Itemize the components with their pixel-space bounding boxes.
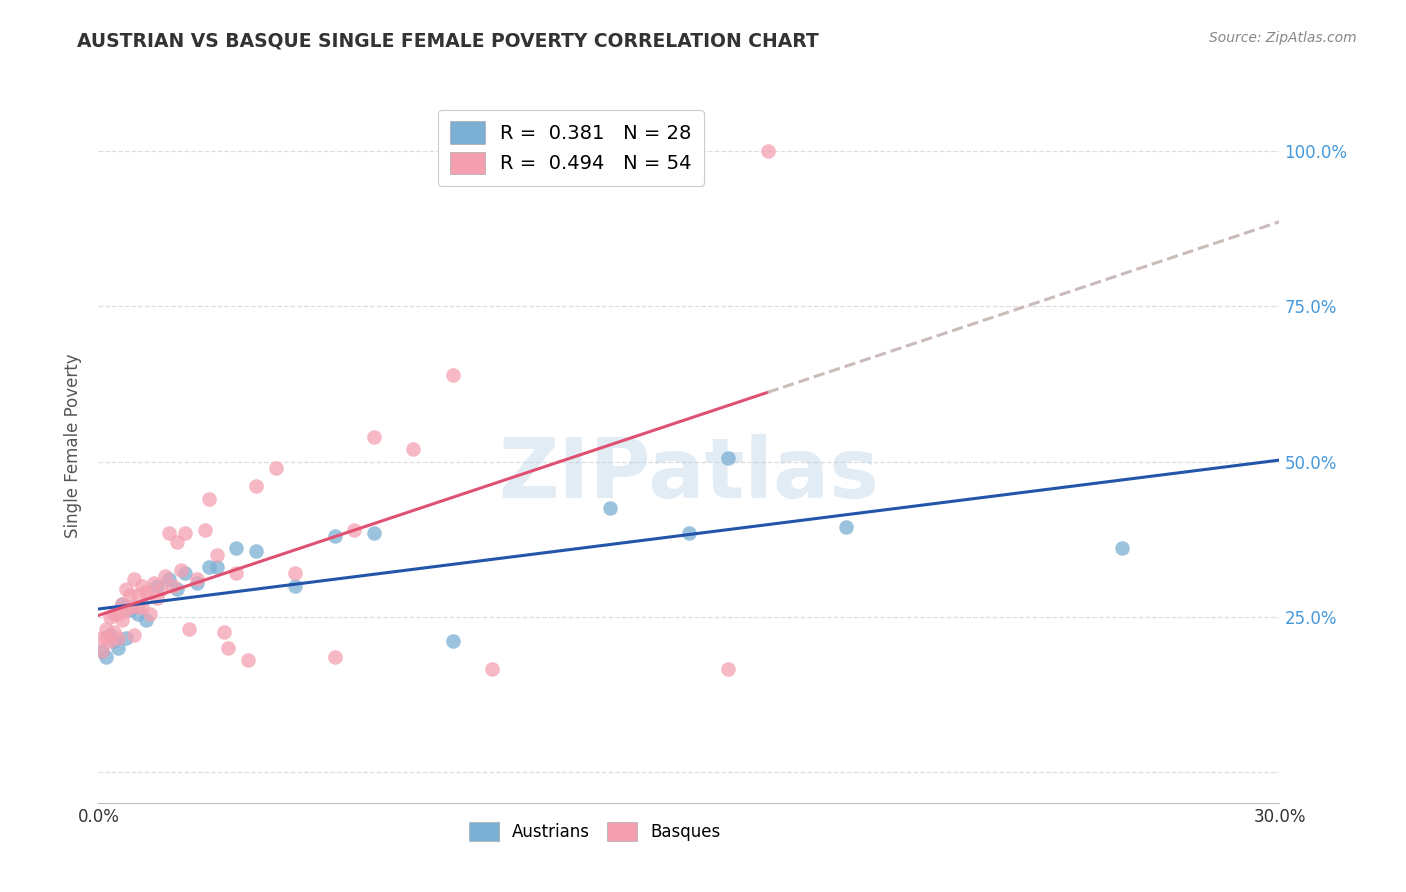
Point	[323, 650, 346, 665]
Point	[122, 628, 145, 642]
Point	[214, 625, 236, 640]
Point	[166, 582, 188, 596]
Point	[599, 501, 621, 516]
Point	[91, 644, 114, 658]
Point	[236, 653, 259, 667]
Point	[127, 607, 149, 621]
Point	[127, 600, 149, 615]
Point	[194, 523, 217, 537]
Point	[111, 597, 134, 611]
Point	[115, 632, 138, 646]
Point	[225, 566, 247, 581]
Point	[205, 560, 228, 574]
Point	[177, 622, 200, 636]
Point	[186, 575, 208, 590]
Point	[441, 634, 464, 648]
Point	[103, 625, 125, 640]
Point	[111, 613, 134, 627]
Point	[107, 632, 129, 646]
Point	[174, 525, 197, 540]
Point	[174, 566, 197, 581]
Point	[98, 609, 121, 624]
Point	[118, 600, 141, 615]
Point	[717, 662, 740, 676]
Point	[122, 573, 145, 587]
Point	[142, 575, 165, 590]
Point	[157, 525, 180, 540]
Legend: Austrians, Basques: Austrians, Basques	[463, 815, 727, 848]
Point	[245, 479, 267, 493]
Point	[343, 523, 366, 537]
Point	[717, 451, 740, 466]
Point	[138, 607, 160, 621]
Point	[115, 582, 138, 596]
Point	[284, 579, 307, 593]
Point	[197, 491, 219, 506]
Point	[835, 519, 858, 533]
Point	[225, 541, 247, 556]
Point	[131, 579, 153, 593]
Text: AUSTRIAN VS BASQUE SINGLE FEMALE POVERTY CORRELATION CHART: AUSTRIAN VS BASQUE SINGLE FEMALE POVERTY…	[77, 31, 820, 50]
Point	[1111, 541, 1133, 556]
Point	[103, 607, 125, 621]
Point	[481, 662, 503, 676]
Point	[135, 584, 157, 599]
Point	[284, 566, 307, 581]
Point	[363, 430, 385, 444]
Text: ZIPatlas: ZIPatlas	[499, 434, 879, 515]
Point	[150, 582, 173, 596]
Point	[91, 632, 114, 646]
Point	[111, 597, 134, 611]
Point	[186, 573, 208, 587]
Point	[96, 622, 118, 636]
Point	[115, 603, 138, 617]
Point	[135, 613, 157, 627]
Point	[135, 584, 157, 599]
Point	[103, 634, 125, 648]
Point	[197, 560, 219, 574]
Point	[131, 600, 153, 615]
Point	[98, 628, 121, 642]
Point	[756, 145, 779, 159]
Point	[162, 579, 184, 593]
Point	[363, 525, 385, 540]
Point	[146, 579, 169, 593]
Point	[166, 535, 188, 549]
Point	[678, 525, 700, 540]
Point	[323, 529, 346, 543]
Point	[96, 632, 118, 646]
Point	[107, 640, 129, 655]
Point	[170, 563, 193, 577]
Point	[217, 640, 239, 655]
Point	[245, 544, 267, 558]
Point	[91, 644, 114, 658]
Point	[157, 573, 180, 587]
Point	[441, 368, 464, 382]
Y-axis label: Single Female Poverty: Single Female Poverty	[65, 354, 83, 538]
Point	[205, 548, 228, 562]
Point	[402, 442, 425, 456]
Point	[96, 650, 118, 665]
Text: Source: ZipAtlas.com: Source: ZipAtlas.com	[1209, 31, 1357, 45]
Point	[127, 588, 149, 602]
Point	[146, 591, 169, 605]
Point	[107, 607, 129, 621]
Point	[98, 634, 121, 648]
Point	[155, 569, 177, 583]
Point	[118, 603, 141, 617]
Point	[118, 588, 141, 602]
Point	[264, 460, 287, 475]
